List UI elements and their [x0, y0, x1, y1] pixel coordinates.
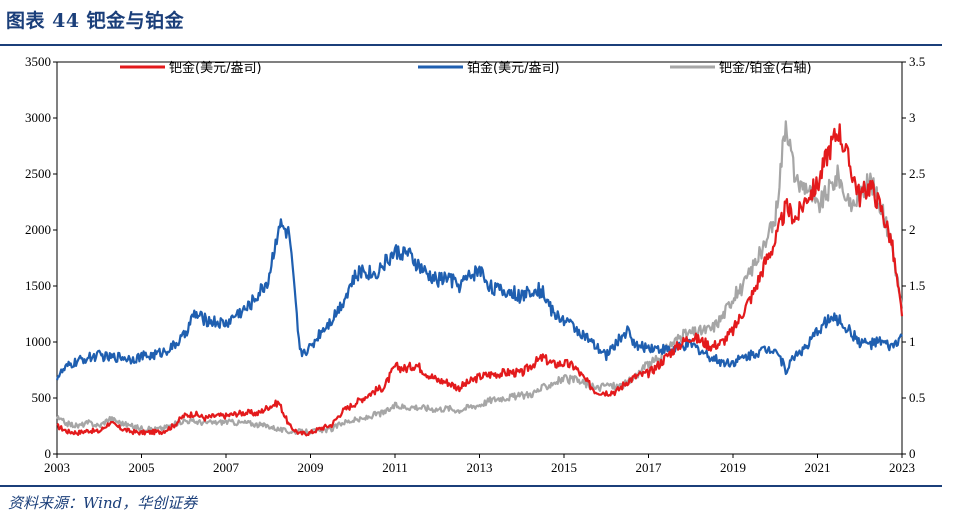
x-tick-label: 2003	[44, 460, 70, 475]
y-left-tick-label: 1000	[25, 334, 51, 349]
y-right-tick-label: 2	[909, 222, 916, 237]
y-left-tick-label: 3500	[25, 54, 51, 69]
legend-label: 铂金(美元/盎司)	[467, 60, 560, 76]
y-right-tick-label: 0.5	[909, 390, 925, 405]
x-tick-label: 2023	[889, 460, 915, 475]
y-right-tick-label: 1.5	[909, 278, 925, 293]
series-line-0	[56, 123, 904, 437]
y-left-tick-label: 2500	[25, 166, 51, 181]
plot-frame	[56, 61, 903, 455]
y-left-tick-label: 1500	[25, 278, 51, 293]
y-right-tick-label: 3.5	[909, 54, 925, 69]
chart-series-layer	[55, 120, 904, 437]
figure-title: 图表 44 钯金与铂金	[6, 10, 185, 32]
x-tick-label: 2005	[129, 460, 155, 475]
title-rule	[0, 44, 942, 46]
legend-label: 钯金(美元/盎司)	[169, 60, 262, 76]
y-left-tick-label: 2000	[25, 222, 51, 237]
y-right-tick-label: 1	[909, 334, 916, 349]
source-rule	[0, 485, 942, 487]
x-tick-label: 2017	[636, 460, 663, 475]
series-line-2	[55, 120, 904, 435]
y-left-tick-label: 0	[45, 446, 52, 461]
chart-area: 0 500 1000 1500 2000 2500 3000 3500 0 0.5 1 1.5 2 2.5…	[25, 54, 925, 475]
y-left-tick-label: 3000	[25, 110, 51, 125]
y-right-tick-label: 0	[909, 446, 916, 461]
x-tick-label: 2011	[382, 460, 408, 475]
series-line-1	[55, 218, 903, 381]
y-right-tick-label: 2.5	[909, 166, 925, 181]
chart-legend: 钯金(美元/盎司) 铂金(美元/盎司) 钯金/铂金(右轴)	[120, 60, 812, 76]
x-tick-label: 2019	[720, 460, 746, 475]
y-right-tick-label: 3	[909, 110, 916, 125]
x-tick-label: 2021	[805, 460, 831, 475]
x-tick-label: 2013	[467, 460, 493, 475]
x-tick-label: 2015	[551, 460, 577, 475]
x-tick-label: 2009	[298, 460, 324, 475]
y-left-tick-label: 500	[32, 390, 52, 405]
legend-label: 钯金/铂金(右轴)	[719, 60, 812, 76]
chart-axes: 0 500 1000 1500 2000 2500 3000 3500 0 0.5 1 1.5 2 2.5…	[25, 54, 925, 475]
source-note: 资料来源：Wind，华创证券	[8, 494, 198, 512]
x-tick-label: 2007	[213, 460, 240, 475]
